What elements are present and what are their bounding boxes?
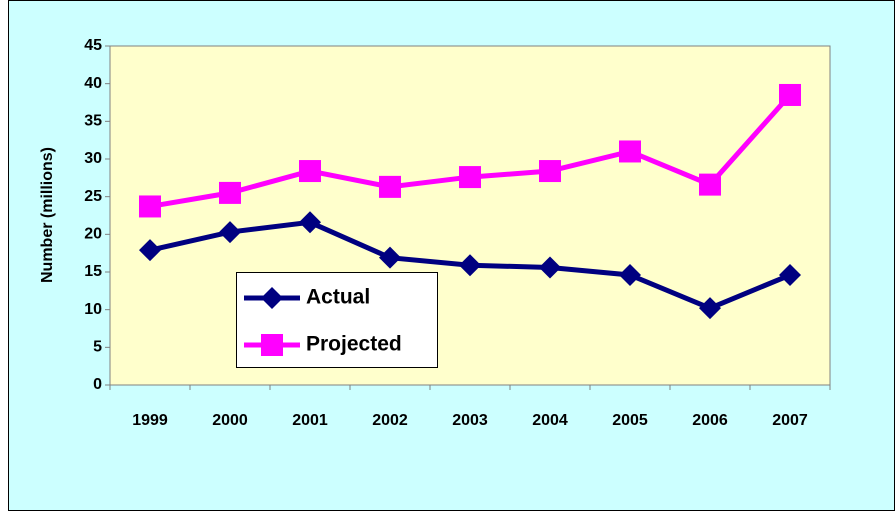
marker	[779, 83, 801, 106]
marker	[379, 175, 401, 198]
marker	[619, 264, 641, 287]
y-tick-label: 0	[93, 376, 102, 393]
legend-marker	[261, 287, 283, 309]
x-tick-label: 2007	[772, 412, 808, 429]
marker	[699, 173, 721, 196]
x-tick-label: 2006	[692, 412, 728, 429]
marker	[219, 221, 241, 244]
y-tick-label: 20	[84, 226, 102, 243]
marker	[619, 140, 641, 163]
marker	[379, 246, 401, 269]
marker	[699, 297, 721, 320]
marker	[779, 264, 801, 287]
y-tick-label: 10	[84, 301, 102, 318]
y-tick-label: 5	[93, 339, 102, 356]
y-axis-title: Number (millions)	[39, 147, 56, 283]
marker	[459, 166, 481, 189]
x-tick-label: 2005	[612, 412, 648, 429]
marker	[539, 160, 561, 183]
marker	[539, 256, 561, 279]
marker	[299, 160, 321, 183]
legend-label: Projected	[306, 333, 402, 356]
marker	[459, 254, 481, 277]
x-tick-label: 2004	[532, 412, 568, 429]
marker	[139, 195, 161, 218]
marker	[299, 211, 321, 234]
x-tick-label: 1999	[132, 412, 168, 429]
x-tick-label: 2001	[292, 412, 328, 429]
y-tick-label: 30	[84, 150, 102, 167]
y-tick-label: 40	[84, 75, 102, 92]
x-tick-label: 2003	[452, 412, 488, 429]
plot-area	[109, 45, 831, 386]
y-tick-label: 35	[84, 113, 102, 130]
legend-label: Actual	[306, 286, 370, 309]
y-tick-label: 45	[84, 37, 102, 54]
y-tick-label: 15	[84, 263, 102, 280]
legend-marker	[261, 334, 283, 356]
x-tick-label: 2000	[212, 412, 248, 429]
marker	[139, 239, 161, 262]
marker	[219, 181, 241, 204]
y-tick-label: 25	[84, 188, 102, 205]
x-tick-label: 2002	[372, 412, 408, 429]
